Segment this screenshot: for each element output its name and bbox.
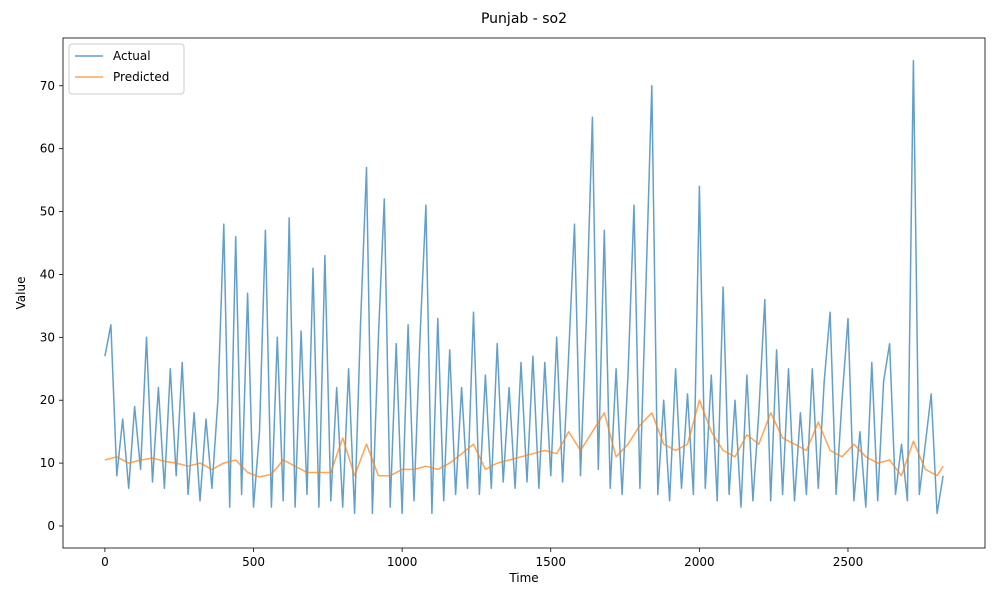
x-tick-label: 500	[242, 555, 265, 569]
y-tick-label: 30	[40, 330, 55, 344]
series-line	[104, 399, 944, 478]
legend-label: Predicted	[113, 70, 169, 84]
series-line	[104, 59, 944, 515]
chart-title: Punjab - so2	[481, 11, 567, 27]
x-axis-label: Time	[508, 571, 538, 585]
y-tick-label: 50	[40, 205, 55, 219]
y-tick-label: 70	[40, 79, 55, 93]
legend-label: Actual	[113, 49, 151, 63]
x-tick-label: 1500	[535, 555, 566, 569]
plot-frame	[62, 37, 986, 549]
x-tick-label: 2500	[833, 555, 864, 569]
y-axis-label: Value	[14, 277, 28, 310]
y-tick-label: 10	[40, 456, 55, 470]
x-tick-label: 0	[101, 555, 109, 569]
y-tick-label: 0	[47, 519, 55, 533]
y-tick-label: 20	[40, 393, 55, 407]
y-tick-label: 60	[40, 142, 55, 156]
x-tick-label: 2000	[684, 555, 715, 569]
x-tick-label: 1000	[387, 555, 418, 569]
y-tick-label: 40	[40, 267, 55, 281]
